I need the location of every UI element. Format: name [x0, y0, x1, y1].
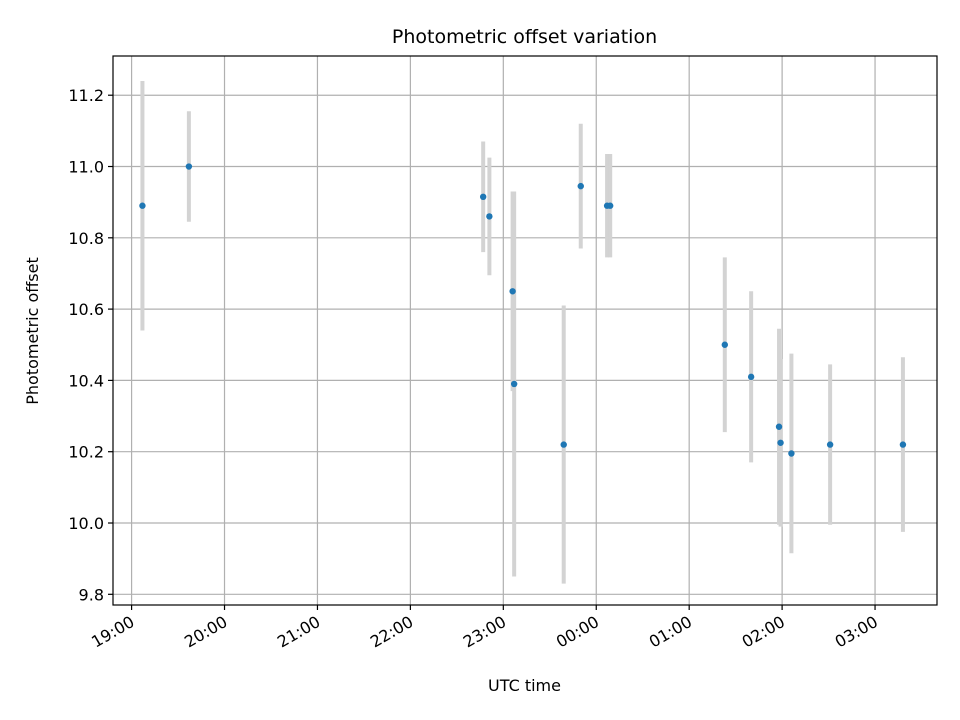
x-tick-label: 19:00: [88, 612, 137, 652]
y-tick-label: 10.0: [68, 514, 104, 533]
grid: [113, 56, 937, 605]
x-axis-title: UTC time: [488, 676, 561, 695]
x-axis-ticks: 19:00 20:00 21:00 22:00 23:00 00:00 01:00 02:00…: [88, 605, 881, 652]
y-tick-label: 11.0: [68, 158, 104, 177]
x-tick-label: 03:00: [832, 612, 881, 652]
data-point: [777, 439, 784, 446]
data-point: [606, 202, 614, 209]
y-tick-label: 10.2: [68, 443, 104, 462]
data-point: [139, 202, 146, 209]
x-tick-label: 21:00: [274, 612, 323, 652]
data-point: [721, 341, 729, 348]
data-point: [788, 450, 795, 457]
data-point: [185, 163, 193, 170]
x-tick-label: 20:00: [181, 612, 230, 652]
x-tick-label: 00:00: [553, 612, 602, 652]
data-point: [479, 193, 487, 201]
y-tick-label: 9.8: [79, 585, 104, 604]
data-point: [577, 182, 584, 190]
y-tick-label: 10.4: [68, 371, 104, 390]
y-axis-ticks: 9.8 10.0 10.2 10.4 10.6 10.8 11.0 11.2: [68, 86, 113, 604]
error-bars: [140, 80, 905, 584]
data-point: [510, 380, 518, 388]
y-tick-label: 11.2: [68, 86, 104, 105]
data-point: [509, 288, 516, 295]
data-point: [775, 423, 783, 430]
plot-frame: [112, 55, 938, 606]
data-point: [747, 373, 755, 381]
data-point: [826, 441, 834, 448]
x-tick-label: 23:00: [460, 612, 509, 652]
y-tick-label: 10.6: [68, 300, 104, 319]
data-point: [899, 441, 907, 448]
data-point: [486, 213, 493, 220]
data-point: [560, 441, 567, 448]
chart-title: Photometric offset variation: [392, 26, 657, 48]
data-points: [139, 163, 907, 457]
x-tick-label: 02:00: [739, 612, 788, 652]
x-tick-label: 22:00: [367, 612, 416, 652]
y-tick-label: 10.8: [68, 229, 104, 248]
y-axis-title: Photometric offset: [23, 257, 42, 405]
x-tick-label: 01:00: [646, 612, 695, 652]
